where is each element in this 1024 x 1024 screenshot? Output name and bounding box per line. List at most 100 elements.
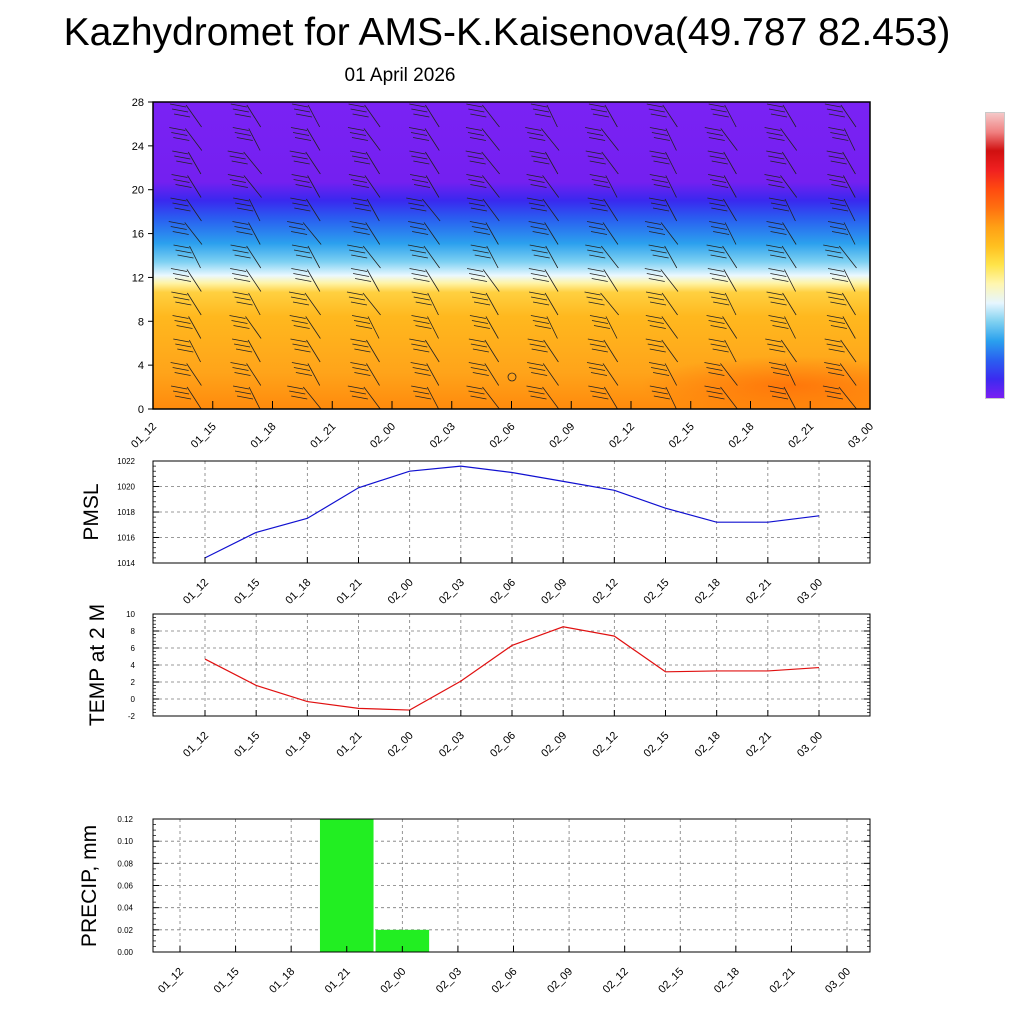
wind-barb-flag — [175, 301, 192, 306]
wind-barb — [243, 151, 262, 175]
pmsl-ylabel: PMSL — [80, 483, 103, 540]
wind-barb — [184, 128, 203, 151]
wind-barb-flag — [469, 160, 486, 165]
wind-barb-flag — [411, 108, 428, 113]
x-tick-label: 02_06 — [490, 966, 520, 996]
wind-barb-flag — [232, 108, 249, 113]
wind-barb-flag — [587, 338, 604, 343]
wind-barb-flag — [826, 343, 843, 348]
wind-barb-flag — [350, 108, 367, 113]
wind-barb-flag — [470, 395, 487, 400]
wind-barb-flag — [706, 132, 723, 136]
wind-barb — [425, 151, 440, 175]
wind-barb-flag — [587, 268, 604, 272]
wind-barb — [248, 222, 261, 245]
wind-barb-flag — [712, 184, 729, 188]
wind-barb-flag — [590, 372, 608, 376]
wind-barb — [843, 269, 856, 292]
wind-barb-flag — [528, 221, 545, 225]
wind-barb-flag — [410, 207, 427, 212]
wind-barb-flag — [353, 231, 370, 235]
wind-barb — [783, 386, 797, 409]
wind-barb-flag — [591, 348, 608, 353]
wind-barb — [305, 198, 321, 222]
wind-barb — [544, 292, 559, 316]
wind-barb-flag — [589, 315, 607, 319]
temp-ylabel: TEMP at 2 M — [86, 604, 109, 726]
x-tick-label: 02_18 — [712, 966, 742, 996]
wind-barb-flag — [587, 249, 604, 254]
wind-barb-flag — [172, 202, 189, 207]
wind-barb-flag — [176, 160, 193, 165]
wind-barb-flag — [534, 325, 551, 329]
wind-barb-flag — [652, 372, 670, 376]
wind-barb — [600, 292, 619, 316]
x-tick-label: 02_12 — [607, 421, 637, 451]
y-tick-label: 2 — [131, 678, 136, 687]
x-tick-label: 02_18 — [693, 577, 723, 607]
wind-barb — [839, 363, 857, 386]
wind-barb-flag — [355, 325, 373, 329]
wind-barb — [302, 222, 322, 245]
wind-barb-flag — [351, 254, 368, 259]
wind-barb-flag — [296, 113, 313, 118]
wind-barb — [660, 269, 679, 292]
wind-barb-flag — [410, 362, 427, 366]
wind-barb-flag — [529, 150, 546, 155]
wind-barb-flag — [171, 291, 188, 296]
wind-barb-flag — [234, 343, 251, 348]
wind-barb-flag — [530, 184, 547, 188]
wind-barb-flag — [712, 348, 729, 353]
wind-barb-flag — [830, 301, 847, 306]
wind-barb-flag — [174, 207, 191, 212]
wind-barb-flag — [411, 385, 428, 390]
wind-barb — [366, 363, 380, 386]
wind-barb — [424, 339, 440, 363]
wind-barb-flag — [767, 385, 785, 390]
wind-barb — [781, 151, 797, 175]
wind-barb-flag — [710, 325, 727, 329]
wind-barb-flag — [525, 127, 542, 131]
x-tick-label: 02_09 — [545, 966, 575, 996]
wind-barb-flag — [293, 160, 310, 165]
wind-barb-flag — [291, 362, 308, 366]
wind-barb-flag — [831, 278, 849, 282]
wind-barb-flag — [530, 226, 547, 230]
precip-x-axis: 01_12 01_15 01_18 01_21 02_00 02_03 02_06 02_09… — [156, 946, 853, 996]
wind-barb — [426, 363, 440, 386]
wind-barb-flag — [829, 226, 847, 230]
wind-barb-flag — [770, 254, 787, 259]
wind-barb-flag — [587, 155, 604, 160]
wind-barb-flag — [470, 207, 487, 212]
wind-barb-flag — [411, 179, 429, 183]
wind-barb — [482, 269, 500, 292]
x-tick-label: 01_21 — [323, 966, 353, 996]
wind-barb — [246, 104, 262, 128]
wind-barb — [664, 245, 678, 269]
wind-barb — [601, 151, 619, 175]
wind-barb — [784, 363, 796, 386]
wind-barb-flag — [824, 103, 841, 108]
wind-barb-flag — [529, 343, 546, 348]
wind-barb-flag — [470, 367, 487, 371]
wind-barb-flag — [170, 268, 188, 272]
wind-barb-flag — [772, 372, 790, 376]
wind-barb-flag — [826, 395, 843, 400]
wind-barb-flag — [355, 207, 372, 212]
wind-barb-flag — [590, 390, 607, 395]
wind-barb-flag — [237, 207, 254, 212]
wind-barb-flag — [593, 325, 611, 329]
wind-barb-flag — [174, 155, 191, 160]
wind-barb-flag — [350, 150, 367, 155]
wind-barb — [307, 245, 321, 269]
wind-barb — [423, 245, 440, 269]
wind-barb — [783, 269, 796, 292]
wind-barb-flag — [822, 385, 839, 390]
wind-barb-flag — [291, 244, 309, 249]
wind-barb-flag — [591, 278, 608, 282]
wind-barb — [365, 222, 381, 245]
wind-barb-flag — [829, 179, 846, 183]
wind-barb-flag — [292, 301, 310, 306]
wind-barb — [662, 104, 678, 128]
wind-barb — [307, 363, 321, 386]
